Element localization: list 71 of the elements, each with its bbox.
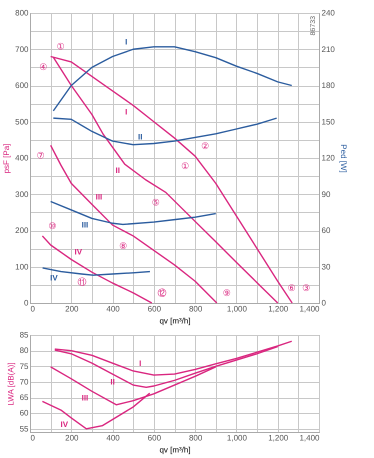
y-tick-label: 200 — [15, 226, 30, 235]
y2-tick-label: 240 — [322, 8, 336, 18]
series-label: II — [116, 166, 120, 176]
series-label: III — [96, 192, 102, 202]
annotation: ⑧ — [119, 242, 128, 252]
x-tick-label: 1,200 — [268, 434, 289, 442]
annotation: ④ — [39, 63, 48, 74]
annotation: ⑪ — [77, 277, 86, 288]
annotation: ⑥ — [288, 284, 296, 294]
y-tick-label: 0 — [24, 298, 30, 308]
annotation: ③ — [302, 284, 310, 294]
y2-tick-label: 150 — [322, 117, 336, 126]
series-label: I — [125, 37, 128, 46]
annotation: ⑤ — [152, 198, 160, 208]
y-tick-label: 55 — [20, 424, 30, 434]
series-label: IV — [60, 420, 69, 429]
y-axis-title: LWA [dB(A)] — [6, 362, 16, 406]
y-tick-label: 500 — [15, 117, 30, 126]
y-tick-label: 600 — [15, 81, 30, 90]
annotation: ⑩ — [48, 222, 56, 232]
y-tick-label: 75 — [20, 362, 30, 371]
x-tick-label: 0 — [30, 304, 36, 314]
series-label: II — [110, 378, 115, 387]
y-tick-label: 300 — [15, 190, 30, 199]
x-axis-title: qv [m³/h] — [159, 316, 191, 326]
annotation: ② — [201, 142, 210, 152]
y2-tick-label: 180 — [322, 81, 336, 90]
x-tick-label: 600 — [148, 434, 162, 442]
y-tick-label: 85 — [20, 330, 30, 340]
y2-tick-label: 60 — [322, 226, 331, 235]
x-tick-label: 1,400 — [299, 304, 320, 314]
annotation: ⑫ — [157, 288, 166, 299]
y-tick-label: 70 — [20, 377, 30, 386]
annotation: ⑦ — [36, 151, 45, 162]
y-tick-label: 60 — [20, 408, 30, 418]
series-label: I — [125, 107, 128, 116]
annotation: ① — [56, 42, 65, 52]
y-axis-title: psF [Pa] — [2, 144, 12, 174]
y-tick-label: 700 — [15, 44, 30, 54]
x-tick-label: 1,400 — [299, 434, 320, 442]
y-tick-label: 80 — [20, 346, 30, 356]
x-tick-label: 800 — [188, 434, 203, 442]
y2-tick-label: 210 — [322, 44, 336, 54]
x-tick-label: 200 — [65, 304, 80, 314]
y2-tick-label: 0 — [322, 298, 326, 308]
x-tick-label: 400 — [106, 304, 120, 314]
y-tick-label: 400 — [15, 154, 30, 162]
y-tick-label: 800 — [15, 8, 30, 18]
y2-tick-label: 30 — [322, 262, 331, 272]
x-tick-label: 1,000 — [226, 434, 248, 442]
x-tick-label: 600 — [148, 304, 162, 314]
series-label: I — [139, 358, 142, 368]
y-tick-label: 100 — [15, 262, 30, 272]
series-label: II — [138, 132, 142, 142]
series-label: IV — [50, 274, 58, 283]
series-label: III — [82, 220, 88, 230]
series-label: III — [82, 393, 88, 402]
x-axis-title: qv [m³/h] — [159, 446, 191, 454]
x-tick-label: 400 — [106, 434, 120, 442]
y2-tick-label: 120 — [322, 154, 336, 162]
x-tick-label: 800 — [188, 304, 203, 314]
y2-axis-title: Ped [W] — [338, 144, 348, 173]
x-tick-label: 1,000 — [226, 304, 248, 314]
series-label: IV — [74, 248, 83, 256]
x-tick-label: 1,200 — [268, 304, 289, 314]
annotation: ① — [181, 162, 190, 172]
y2-tick-label: 90 — [322, 190, 331, 199]
annotation: ⑨ — [222, 289, 231, 299]
y-tick-label: 65 — [20, 393, 30, 402]
x-tick-label: 0 — [30, 434, 36, 442]
x-tick-label: 200 — [65, 434, 80, 442]
